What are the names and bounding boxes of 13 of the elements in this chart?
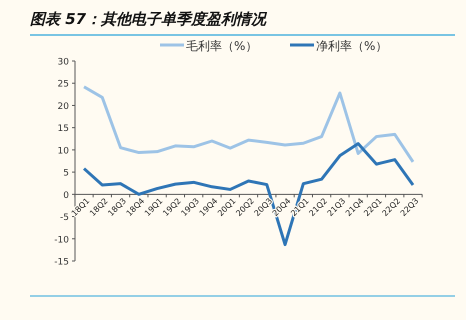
y-tick-label: 5 <box>63 168 69 179</box>
chart-title: 图表 57：其他电子单季度盈利情况 <box>30 10 268 28</box>
y-tick-label: -10 <box>54 235 70 246</box>
y-tick-label: 20 <box>58 102 70 112</box>
y-tick-label: 15 <box>58 124 69 134</box>
y-tick-label: 30 <box>58 58 70 68</box>
y-tick-label: -15 <box>54 258 69 268</box>
y-tick-label: 0 <box>63 190 70 201</box>
legend-label: 净利率（%） <box>316 39 388 53</box>
y-tick-label: 25 <box>58 80 69 90</box>
y-tick-label: 10 <box>58 146 70 156</box>
y-tick-label: -5 <box>60 213 69 224</box>
legend-label: 毛利率（%） <box>186 39 258 53</box>
